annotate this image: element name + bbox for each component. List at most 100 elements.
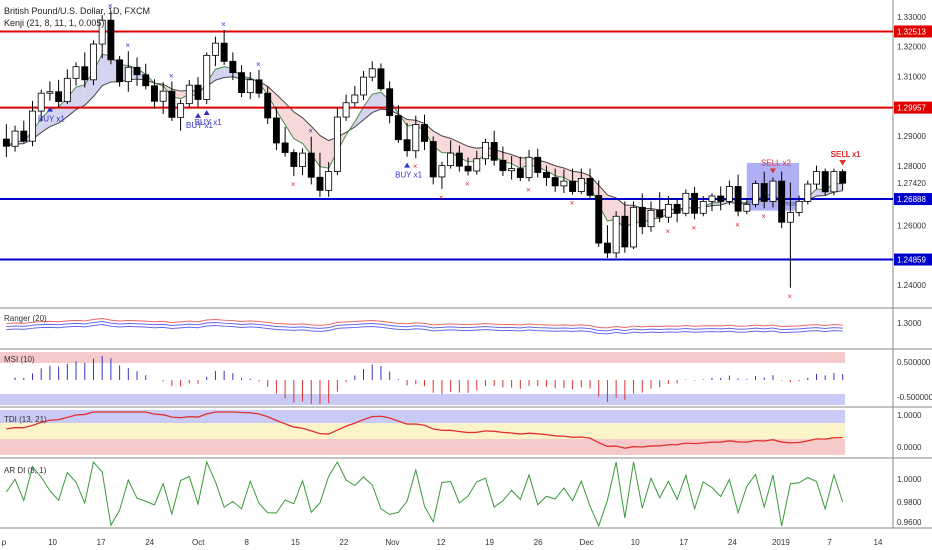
cloud-segment	[102, 54, 111, 86]
x-tick-label: Oct	[192, 538, 205, 547]
x-marker: ×	[108, 1, 113, 10]
candle	[543, 172, 550, 178]
x-marker: ×	[439, 193, 444, 202]
candle	[37, 92, 45, 112]
candle	[699, 200, 707, 214]
candle	[447, 152, 455, 167]
x-marker: ×	[735, 220, 740, 229]
tdi-label: TDI (13, 21)	[4, 415, 47, 424]
price-tick-label: 1.32000	[897, 43, 926, 52]
cloud-segment	[58, 97, 68, 124]
sell-arrow	[769, 168, 776, 174]
x-tick-label: 8	[245, 538, 250, 547]
candle	[508, 168, 516, 172]
candle	[760, 183, 768, 202]
x-tick-label: 15	[291, 538, 300, 547]
candle	[813, 171, 820, 185]
candle	[490, 141, 498, 161]
cloud-segment	[607, 194, 617, 221]
candle	[264, 92, 272, 119]
sell-label: SELL x2	[761, 159, 791, 168]
x-tick-label: 19	[485, 538, 494, 547]
candle	[194, 84, 202, 100]
candle	[116, 59, 124, 82]
candle	[377, 68, 385, 90]
candle	[438, 165, 446, 178]
sell-label: SELL x1	[831, 150, 861, 159]
ardi-label: AR DI (8, 1)	[4, 466, 47, 475]
sell-label: SELL x1	[831, 150, 861, 159]
candle	[664, 203, 672, 218]
candle	[81, 66, 89, 81]
candle	[185, 84, 193, 105]
level-label: 1.26888	[897, 195, 926, 204]
msi-tick: 0.500000	[897, 358, 931, 367]
candle	[203, 54, 211, 100]
candle	[778, 180, 786, 223]
price-tick-label: 1.31000	[897, 73, 926, 82]
buy-label: BUY x1	[186, 121, 214, 130]
sell-label: SELL x1	[831, 150, 861, 159]
candle	[360, 76, 367, 96]
candle	[220, 42, 228, 62]
x-tick-label: 24	[145, 538, 154, 547]
candle	[281, 142, 289, 153]
ranger-label: Ranger (20)	[4, 314, 47, 323]
cloud-segment	[441, 135, 451, 153]
x-tick-label: 10	[48, 538, 57, 547]
candle	[656, 209, 664, 218]
buy-arrow	[46, 106, 53, 112]
tdi-line	[6, 411, 843, 449]
x-marker: ×	[465, 179, 470, 188]
candle	[595, 195, 603, 244]
candle	[717, 195, 725, 202]
candle	[839, 171, 847, 184]
level-label-bg	[894, 25, 932, 38]
x-marker: ×	[169, 72, 174, 81]
last-price-label: 1.27420	[897, 179, 926, 188]
candle	[682, 192, 690, 214]
ardi-tick: 1.0000	[897, 475, 922, 484]
sell-label: SELL x1	[831, 150, 861, 159]
cloud-segment	[450, 138, 460, 158]
x-tick-label: 17	[679, 538, 688, 547]
candle	[246, 79, 254, 94]
sell-label: SELL x1	[831, 150, 861, 159]
buy-arrow	[404, 162, 411, 168]
x-marker: ×	[256, 60, 261, 69]
candle	[386, 88, 394, 116]
candle	[177, 103, 185, 118]
buy-label: BUY x1	[38, 115, 66, 124]
sell-label: SELL x1	[831, 150, 861, 159]
candle	[647, 209, 655, 228]
candle	[421, 124, 428, 142]
candle	[316, 176, 324, 191]
candle	[429, 141, 437, 178]
x-tick-label: 14	[874, 538, 883, 547]
buy-arrow	[203, 109, 210, 115]
ranger-line	[6, 321, 843, 332]
tdi-tick: 0.0000	[897, 443, 922, 452]
level-label-bg	[894, 193, 932, 206]
buy-label: BUY x1	[195, 118, 223, 127]
cloud-segment	[285, 102, 294, 139]
x-tick-label: 10	[631, 538, 640, 547]
candle	[124, 66, 132, 82]
candle	[2, 138, 10, 147]
candle	[691, 192, 699, 214]
candle	[142, 74, 150, 87]
candle	[325, 171, 333, 191]
msi-label: MSI (10)	[4, 355, 35, 364]
cloud-segment	[41, 109, 50, 133]
x-tick-label: 22	[339, 538, 348, 547]
x-marker: ×	[665, 227, 670, 236]
price-tick-label: 1.33000	[897, 13, 926, 22]
ardi-tick: 0.9600	[897, 518, 922, 527]
tdi-band-bot	[0, 439, 845, 455]
candle	[238, 72, 246, 94]
x-marker: ×	[570, 199, 575, 208]
x-tick-label: Dec	[580, 538, 594, 547]
candle	[725, 186, 733, 202]
candle	[133, 66, 141, 76]
